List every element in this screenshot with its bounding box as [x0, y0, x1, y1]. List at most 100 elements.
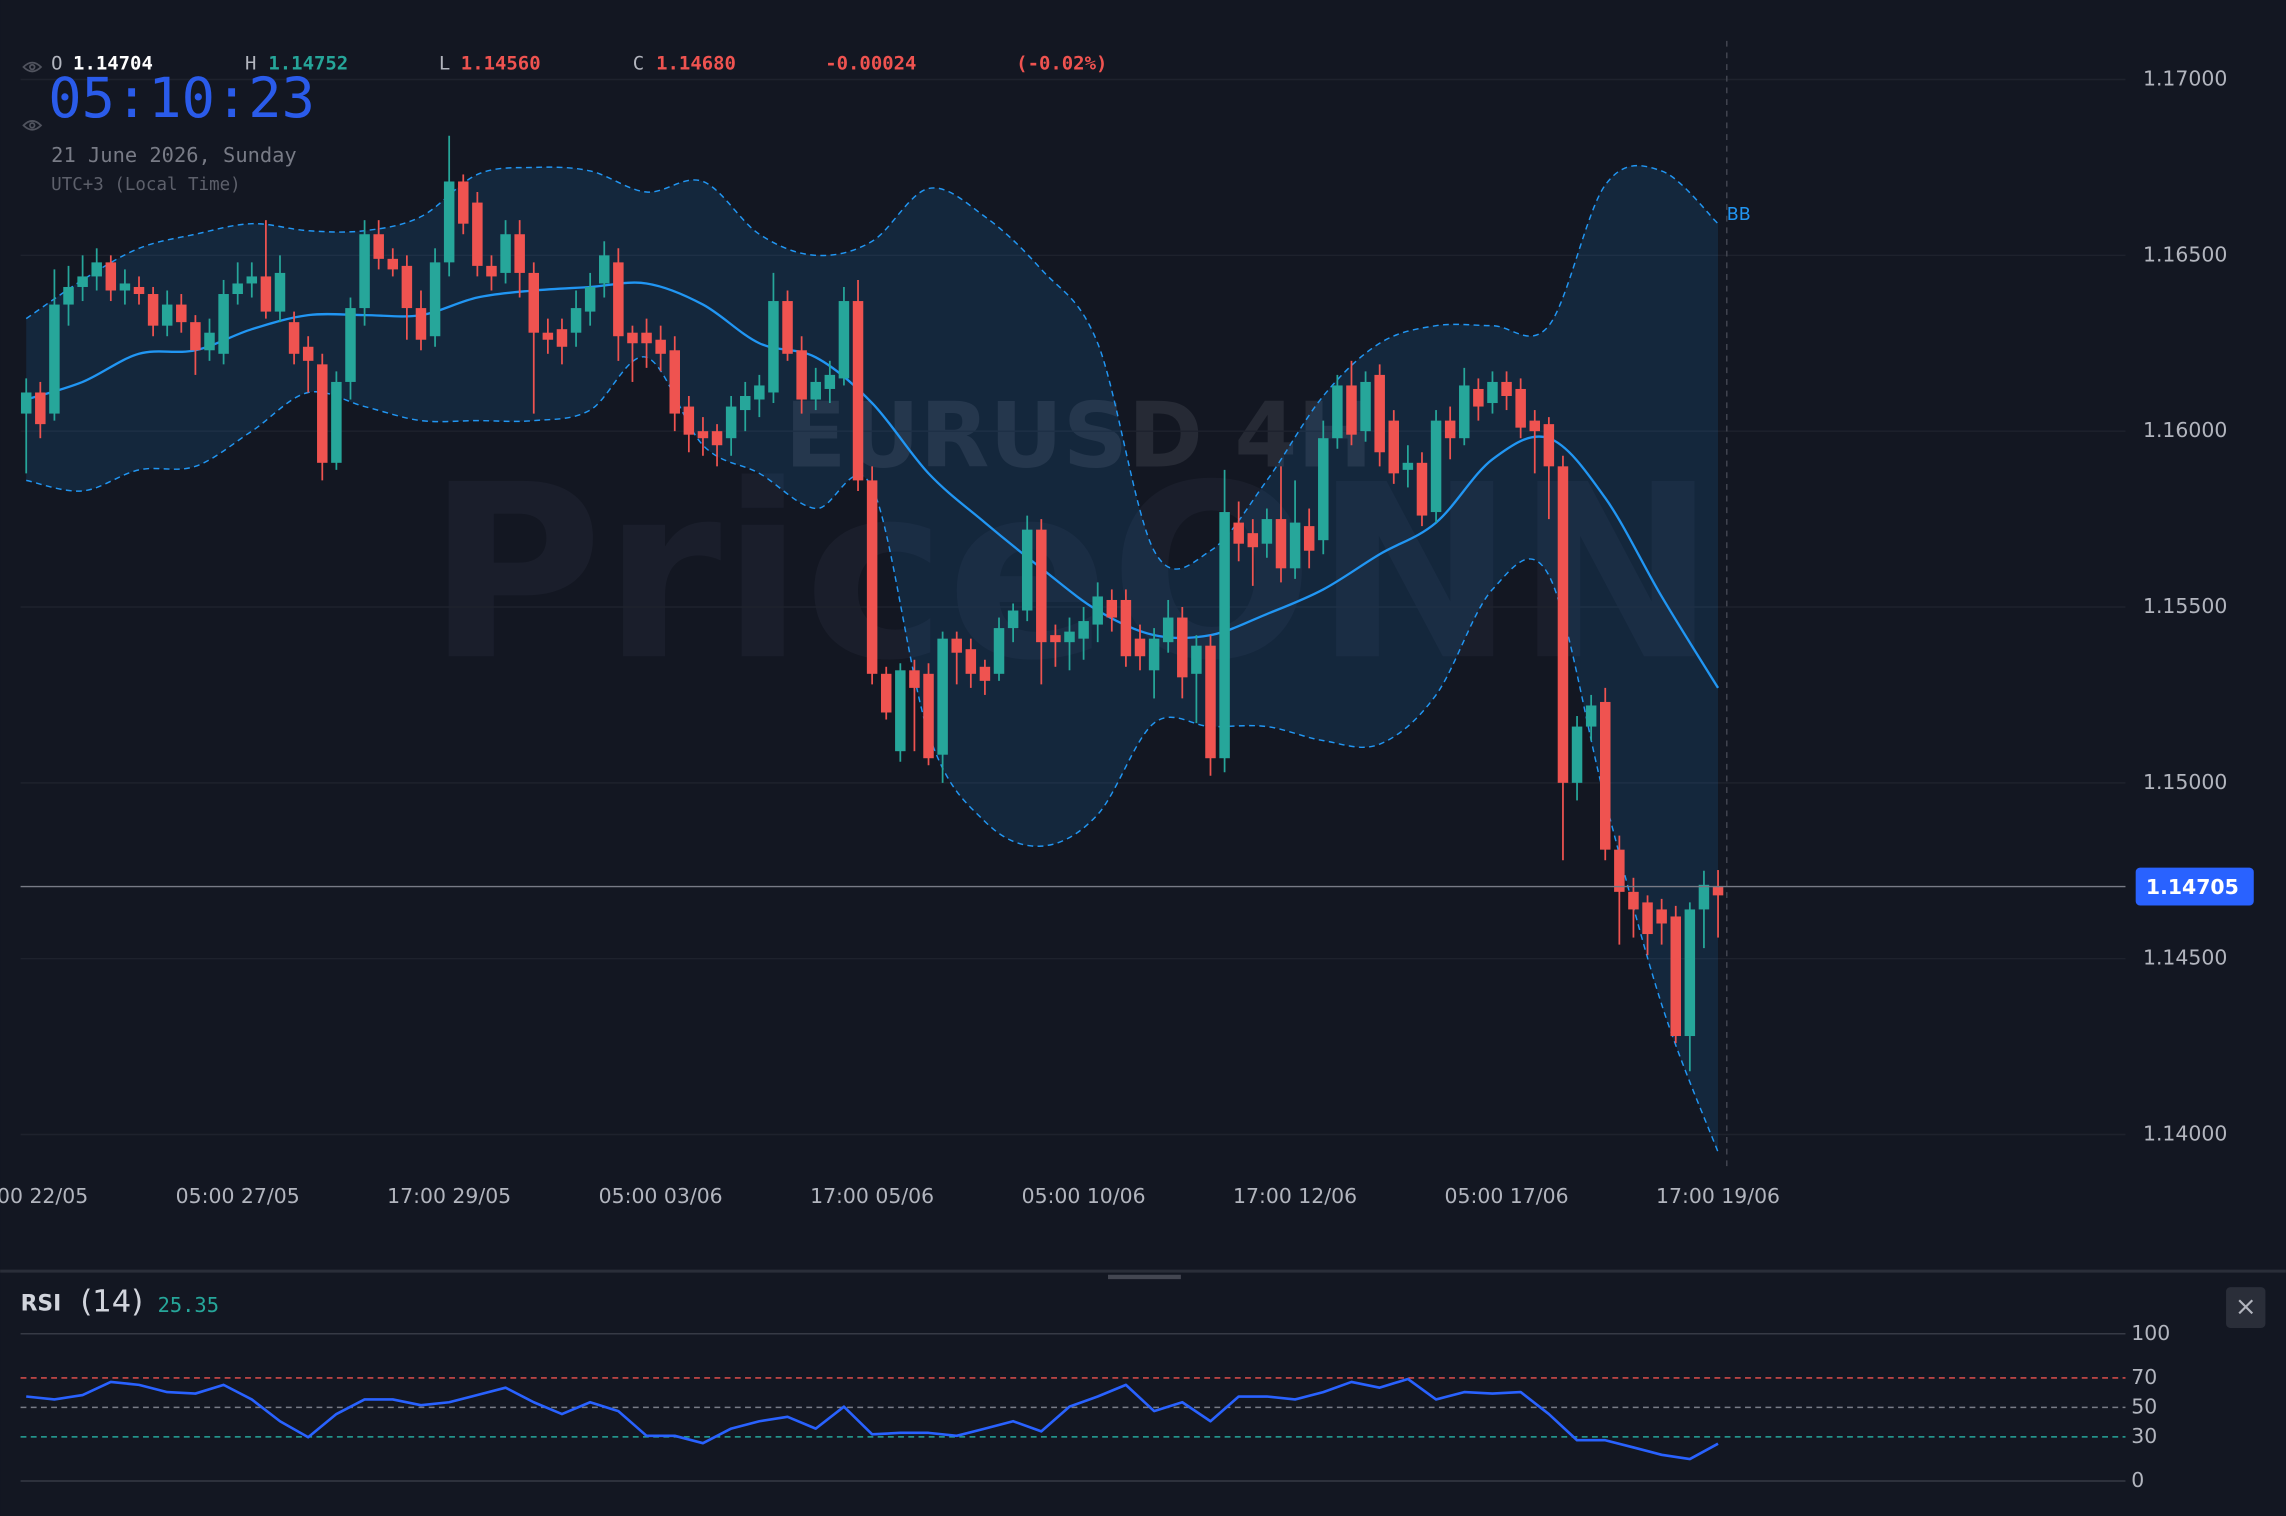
x-tick-label: 17:00 29/05 — [387, 1184, 511, 1208]
y-tick-label: 0 — [2131, 1468, 2144, 1492]
candle-body — [1416, 462, 1428, 516]
candle-body — [1233, 522, 1244, 544]
candle-body — [190, 322, 201, 351]
candle-body — [909, 670, 920, 688]
candle-body — [1148, 638, 1160, 671]
candle-body — [937, 638, 948, 755]
candle-body — [1487, 381, 1498, 404]
candle-body — [1515, 388, 1526, 428]
candle-body — [655, 339, 666, 354]
candle-body — [161, 304, 173, 326]
candle-body — [1106, 599, 1118, 618]
rsi-period: (14) — [80, 1285, 143, 1320]
candle-body — [1007, 610, 1019, 629]
change: -0.00024 — [825, 53, 916, 75]
candle-body — [1698, 884, 1710, 910]
candle-body — [1078, 621, 1089, 639]
eye-icon — [22, 61, 43, 131]
candle-body — [1571, 726, 1583, 783]
ohlc-value: 1.14704 — [73, 53, 153, 75]
ohlc-key: O — [51, 53, 62, 75]
ohlc-key: L — [439, 53, 450, 75]
candle-body — [1388, 420, 1400, 474]
candle-body — [838, 301, 850, 379]
ohlc-key: H — [245, 53, 256, 75]
candle-body — [852, 301, 864, 481]
ohlc-key: C — [633, 53, 644, 75]
x-tick-label: 17:00 19/06 — [1656, 1184, 1780, 1208]
band-label: BB — [1727, 205, 1751, 225]
candle-body — [274, 272, 286, 312]
candle-body — [1050, 635, 1061, 643]
candle-body — [1162, 617, 1174, 643]
candle-body — [1444, 420, 1456, 439]
candle-body — [331, 381, 342, 463]
candle-body — [669, 350, 680, 414]
candle-body — [1120, 599, 1132, 657]
candle-body — [1134, 638, 1146, 657]
candle-body — [1247, 533, 1259, 548]
y-tick-label: 50 — [2131, 1394, 2157, 1418]
candle-body — [993, 628, 1005, 674]
watermark-symbol: EURUSD 4H — [785, 384, 1373, 489]
candle-body — [1205, 645, 1216, 759]
candle-body — [1191, 645, 1202, 674]
candle-body — [782, 301, 793, 354]
candle-body — [1543, 424, 1555, 467]
candle-body — [218, 294, 229, 354]
candle-body — [725, 406, 737, 439]
y-tick-label: 1.14500 — [2143, 946, 2227, 970]
candle-body — [1473, 388, 1484, 407]
candle-body — [1642, 902, 1653, 935]
rsi-title: RSI — [21, 1292, 62, 1317]
candle-body — [965, 649, 977, 674]
candle-body — [1402, 462, 1414, 470]
candle-body — [923, 673, 934, 759]
candle-body — [810, 381, 821, 400]
candle-body — [91, 262, 102, 277]
candle-body — [443, 181, 455, 263]
candle-body — [500, 234, 511, 273]
x-tick-label: 17:00 05/06 — [810, 1184, 934, 1208]
plot-layer: 1.14000 1.14500 1.15000 1.15500 1.16000 1.165… — [0, 40, 2254, 1492]
candle-body — [1177, 617, 1188, 678]
candle-body — [63, 286, 74, 305]
candle-body — [641, 332, 652, 344]
y-tick-label: 1.17000 — [2143, 66, 2227, 90]
candle-body — [1261, 519, 1273, 544]
candle-body — [1656, 909, 1667, 924]
candle-body — [49, 304, 60, 414]
clock: 05:10:23 — [48, 67, 315, 131]
candle-body — [288, 322, 300, 354]
candle-body — [35, 392, 46, 425]
date: 21 June 2026, Sunday — [51, 143, 297, 167]
ohlc-value: 1.14752 — [268, 53, 348, 75]
candle-body — [1303, 526, 1315, 551]
candle-body — [147, 294, 159, 326]
y-tick-label: 1.15500 — [2143, 594, 2227, 618]
timezone: UTC+3 (Local Time) — [51, 175, 240, 195]
candle-body — [1275, 519, 1287, 569]
candle-body — [1064, 631, 1075, 643]
candle-body — [1318, 438, 1329, 541]
band-middle — [25, 281, 1720, 689]
candle-body — [373, 234, 384, 259]
candle-body — [1628, 891, 1639, 910]
candle-body — [1036, 529, 1047, 643]
close-button[interactable] — [2226, 1287, 2266, 1328]
x-tick-label: 05:00 03/06 — [599, 1184, 723, 1208]
candle-body — [1430, 420, 1442, 513]
candle-body — [1021, 529, 1033, 611]
candle-body — [1332, 385, 1343, 439]
candle-body — [796, 350, 807, 400]
candle-body — [683, 406, 695, 435]
candle-body — [528, 272, 540, 333]
candle-body — [260, 276, 272, 312]
candle-body — [1501, 381, 1512, 397]
band-fill — [26, 165, 1719, 1153]
candle-body — [133, 286, 145, 295]
y-tick-label: 100 — [2131, 1321, 2170, 1345]
candle-body — [880, 673, 892, 713]
candle-body — [246, 276, 258, 284]
